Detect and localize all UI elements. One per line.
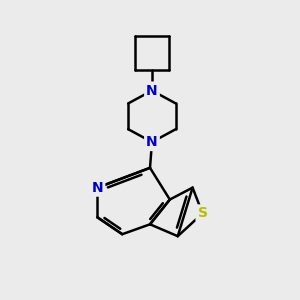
Text: S: S <box>197 206 208 220</box>
Text: N: N <box>92 181 103 195</box>
Text: N: N <box>146 135 158 149</box>
Text: N: N <box>146 84 158 98</box>
